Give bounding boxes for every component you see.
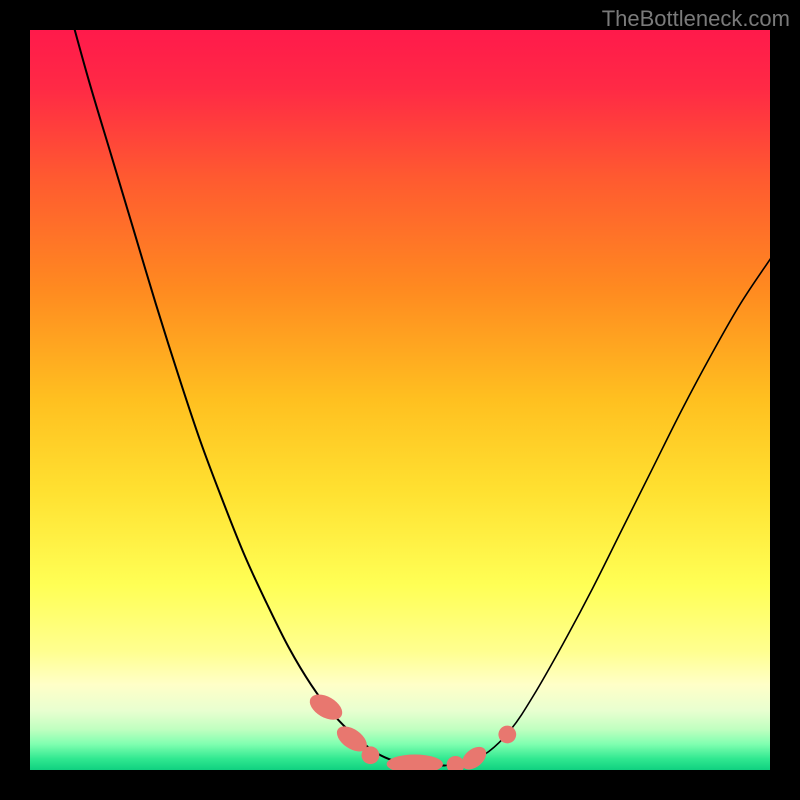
chart-frame: TheBottleneck.com	[0, 0, 800, 800]
marker-6	[498, 726, 516, 744]
marker-2	[362, 746, 380, 764]
bottleneck-chart	[30, 30, 770, 770]
watermark-text: TheBottleneck.com	[602, 6, 790, 32]
gradient-background	[30, 30, 770, 770]
